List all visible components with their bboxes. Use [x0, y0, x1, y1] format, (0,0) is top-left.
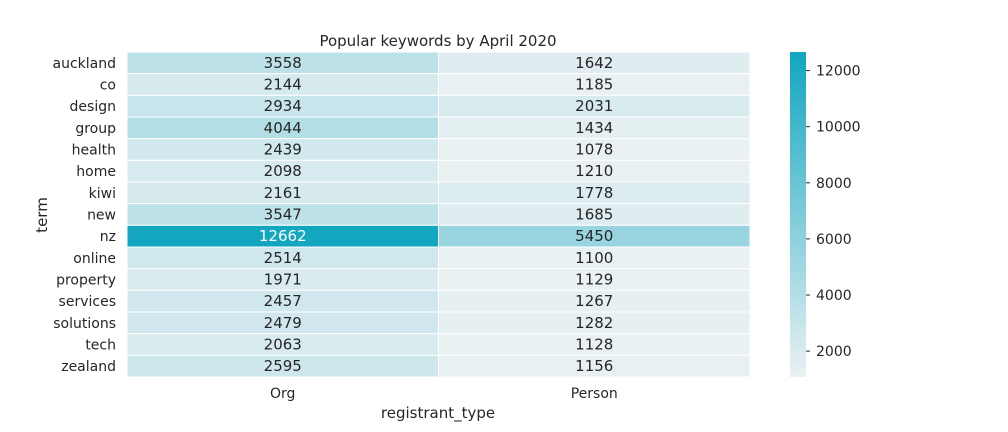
colorbar-tick-label: 4000: [816, 288, 852, 304]
row-tick-labels: auckland co design group health home kiwi new nz…: [53, 56, 117, 375]
row-tick-label: new: [87, 208, 116, 224]
cell-value-label: 1129: [575, 271, 613, 289]
row-tick-label: solutions: [53, 316, 116, 332]
colorbar-ticks: 2000 4000 6000 8000 10000 12000: [806, 64, 861, 360]
colorbar-tick-label: 2000: [816, 344, 852, 360]
cell-value-label: 1267: [575, 292, 613, 310]
cell-value-label: 1778: [575, 184, 613, 202]
row-tick-label: home: [76, 164, 116, 180]
row-tick-label: auckland: [53, 56, 117, 72]
cell-value-label: 2514: [264, 249, 302, 267]
cell-value-label: 2457: [264, 292, 302, 310]
row-tick-label: zealand: [61, 359, 116, 375]
cell-value-label: 2595: [264, 357, 302, 375]
colorbar-tick-label: 6000: [816, 232, 852, 248]
cell-value-label: 2439: [264, 141, 302, 159]
heatmap-cell: [438, 354, 751, 378]
row-tick-label: property: [56, 273, 116, 289]
colorbar: [790, 52, 806, 377]
cell-value-label: 1210: [575, 162, 613, 180]
colorbar-tick-label: 8000: [816, 176, 852, 192]
y-axis-label: term: [33, 197, 51, 233]
cell-value-label: 1078: [575, 141, 613, 159]
column-tick-labels: Org Person: [270, 386, 618, 402]
row-tick-label: tech: [85, 338, 116, 354]
chart-title: Popular keywords by April 2020: [319, 32, 556, 50]
cell-value-label: 2063: [264, 336, 302, 354]
cell-value-label: 1156: [575, 357, 613, 375]
row-tick-label: co: [100, 78, 116, 94]
cell-value-label: 1282: [575, 314, 613, 332]
row-tick-label: health: [72, 143, 116, 159]
cell-value-label: 3558: [264, 54, 302, 72]
row-tick-label: group: [75, 121, 116, 137]
cell-value-label: 2098: [264, 162, 302, 180]
cell-value-label: 1100: [575, 249, 613, 267]
cell-value-label: 5450: [575, 227, 613, 245]
colorbar-tick-label: 12000: [816, 64, 861, 80]
colorbar-tick-label: 10000: [816, 120, 861, 136]
heatmap-cells: 3558 1642 2144 1185 2934 2031 4044 1434 2439 1078…: [126, 51, 751, 378]
cell-value-label: 1185: [575, 76, 613, 94]
row-tick-label: kiwi: [89, 186, 116, 202]
cell-value-label: 1128: [575, 336, 613, 354]
cell-value-label: 2144: [264, 76, 302, 94]
cell-value-label: 1971: [264, 271, 302, 289]
cell-value-label: 1434: [575, 119, 613, 137]
cell-value-label: 2479: [264, 314, 302, 332]
cell-value-label: 3547: [264, 206, 302, 224]
row-tick-label: nz: [100, 229, 116, 245]
cell-value-label: 2934: [264, 97, 302, 115]
cell-value-label: 1685: [575, 206, 613, 224]
row-tick-label: design: [70, 99, 116, 115]
cell-value-label: 2161: [264, 184, 302, 202]
column-tick-label: Org: [270, 386, 295, 402]
cell-value-label: 1642: [575, 54, 613, 72]
column-tick-label: Person: [571, 386, 618, 402]
cell-value-label: 12662: [259, 227, 307, 245]
cell-value-label: 4044: [264, 119, 302, 137]
cell-value-label: 2031: [575, 97, 613, 115]
x-axis-label: registrant_type: [381, 404, 495, 423]
row-tick-label: online: [73, 251, 116, 267]
row-tick-label: services: [59, 294, 116, 310]
